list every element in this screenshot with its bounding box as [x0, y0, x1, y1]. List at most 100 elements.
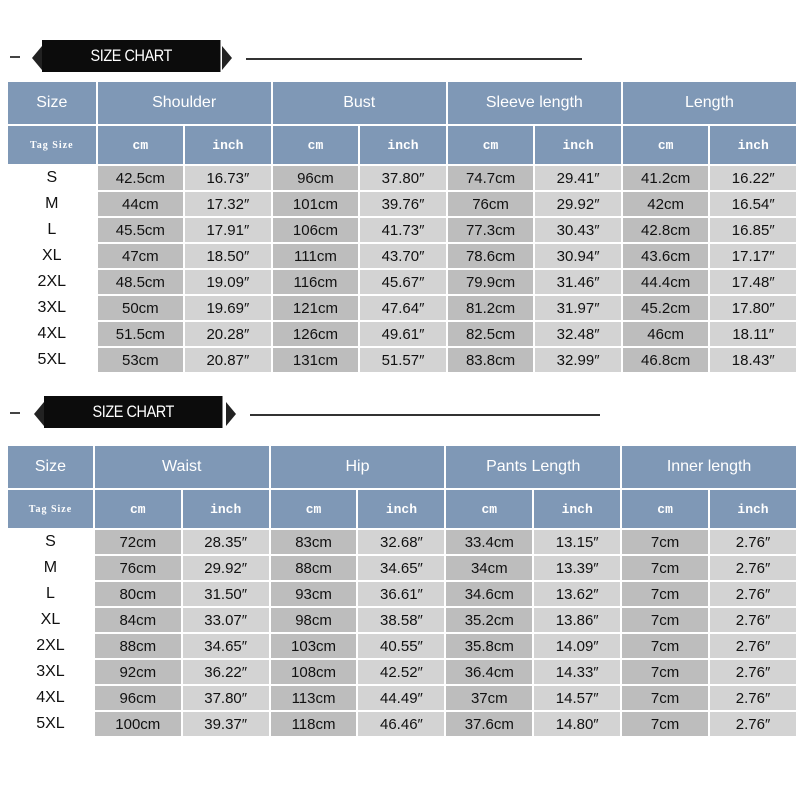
size-label-cell: L [8, 218, 96, 242]
inch-value-cell: 18.50″ [185, 244, 271, 268]
table-row: 3XL 92cm 36.22″ 108cm 42.52″ 36.4cm 14.33″ 7cm 2… [8, 660, 796, 684]
cm-value-cell: 7cm [622, 608, 709, 632]
inch-value-cell: 29.92″ [182, 556, 269, 580]
cm-value-cell: 37cm [446, 686, 533, 710]
inch-value-cell: 2.76″ [710, 556, 796, 580]
column-header-shoulder: Shoulder [97, 82, 271, 124]
cm-value-cell: 48.5cm [97, 270, 184, 294]
unit-inch: inch [185, 126, 271, 164]
inch-value-cell: 14.80″ [534, 712, 621, 736]
size-table-bottoms: Size Waist Hip Pants Length Inner length… [6, 444, 798, 738]
cm-value-cell: 45.2cm [622, 296, 709, 320]
inch-value-cell: 16.73″ [185, 166, 271, 190]
banner-right-ribbon [222, 46, 232, 70]
inch-value-cell: 45.67″ [360, 270, 446, 294]
inch-value-cell: 2.76″ [710, 608, 796, 632]
cm-value-cell: 103cm [270, 634, 357, 658]
size-label-cell: 2XL [8, 634, 93, 658]
column-header-size: Size [8, 82, 96, 124]
table-row: S 42.5cm 16.73″ 96cm 37.80″ 74.7cm 29.41″ 41.2c… [8, 166, 796, 190]
cm-value-cell: 83cm [270, 530, 357, 554]
inch-value-cell: 14.33″ [534, 660, 621, 684]
size-table-tops: Size Shoulder Bust Sleeve length Length … [6, 80, 798, 374]
inch-value-cell: 17.80″ [710, 296, 796, 320]
inch-value-cell: 13.62″ [534, 582, 621, 606]
inch-value-cell: 36.22″ [182, 660, 269, 684]
table-header-row: Size Shoulder Bust Sleeve length Length [8, 82, 796, 124]
column-header-inner-length: Inner length [622, 446, 796, 488]
cm-value-cell: 46cm [622, 322, 709, 346]
inch-value-cell: 33.07″ [182, 608, 269, 632]
cm-value-cell: 106cm [272, 218, 359, 242]
cm-value-cell: 42.8cm [622, 218, 709, 242]
size-chart-title-row: SIZE CHART [0, 36, 800, 80]
inch-value-cell: 18.43″ [710, 348, 796, 372]
table-row: 5XL 100cm 39.37″ 118cm 46.46″ 37.6cm 14.80″ 7cm… [8, 712, 796, 736]
inch-value-cell: 32.99″ [535, 348, 621, 372]
table-row: 4XL 96cm 37.80″ 113cm 44.49″ 37cm 14.57″ 7cm 2.7… [8, 686, 796, 710]
table-row: M 44cm 17.32″ 101cm 39.76″ 76cm 29.92″ 42cm 16.5… [8, 192, 796, 216]
cm-value-cell: 7cm [622, 712, 709, 736]
inch-value-cell: 20.87″ [185, 348, 271, 372]
inch-value-cell: 44.49″ [358, 686, 445, 710]
cm-value-cell: 41.2cm [622, 166, 709, 190]
unit-tag-size: Tag Size [8, 490, 93, 528]
cm-value-cell: 36.4cm [446, 660, 533, 684]
table-row: L 80cm 31.50″ 93cm 36.61″ 34.6cm 13.62″ 7cm 2.76… [8, 582, 796, 606]
size-chart-section-tops: SIZE CHART Size Shoulder Bust Sleeve len… [0, 36, 800, 372]
cm-value-cell: 50cm [97, 296, 184, 320]
title-dash [10, 412, 20, 414]
inch-value-cell: 30.94″ [535, 244, 621, 268]
cm-value-cell: 116cm [272, 270, 359, 294]
inch-value-cell: 39.76″ [360, 192, 446, 216]
inch-value-cell: 2.76″ [710, 582, 796, 606]
size-chart-banner: SIZE CHART [44, 396, 223, 428]
cm-value-cell: 46.8cm [622, 348, 709, 372]
inch-value-cell: 13.86″ [534, 608, 621, 632]
size-label-cell: 4XL [8, 322, 96, 346]
inch-value-cell: 37.80″ [182, 686, 269, 710]
inch-value-cell: 28.35″ [182, 530, 269, 554]
inch-value-cell: 16.22″ [710, 166, 796, 190]
cm-value-cell: 76cm [447, 192, 534, 216]
inch-value-cell: 16.85″ [710, 218, 796, 242]
inch-value-cell: 51.57″ [360, 348, 446, 372]
column-header-bust: Bust [272, 82, 446, 124]
table-row: 5XL 53cm 20.87″ 131cm 51.57″ 83.8cm 32.99″ 46.8… [8, 348, 796, 372]
inch-value-cell: 38.58″ [358, 608, 445, 632]
inch-value-cell: 18.11″ [710, 322, 796, 346]
size-label-cell: 5XL [8, 348, 96, 372]
inch-value-cell: 36.61″ [358, 582, 445, 606]
inch-value-cell: 49.61″ [360, 322, 446, 346]
cm-value-cell: 84cm [94, 608, 181, 632]
cm-value-cell: 100cm [94, 712, 181, 736]
table-header-row: Size Waist Hip Pants Length Inner length [8, 446, 796, 488]
cm-value-cell: 45.5cm [97, 218, 184, 242]
cm-value-cell: 7cm [622, 686, 709, 710]
inch-value-cell: 17.17″ [710, 244, 796, 268]
inch-value-cell: 14.57″ [534, 686, 621, 710]
cm-value-cell: 80cm [94, 582, 181, 606]
cm-value-cell: 74.7cm [447, 166, 534, 190]
unit-inch: inch [710, 490, 796, 528]
unit-inch: inch [534, 490, 621, 528]
cm-value-cell: 121cm [272, 296, 359, 320]
inch-value-cell: 39.37″ [182, 712, 269, 736]
title-dash [10, 56, 20, 58]
inch-value-cell: 43.70″ [360, 244, 446, 268]
unit-row: Tag Size cm inch cm inch cm inch cm inch [8, 490, 796, 528]
size-rows: S 42.5cm 16.73″ 96cm 37.80″ 74.7cm 29.41″ 41.2c… [8, 166, 796, 372]
unit-tag-size: Tag Size [8, 126, 96, 164]
table-row: XL 84cm 33.07″ 98cm 38.58″ 35.2cm 13.86″ 7cm 2.7… [8, 608, 796, 632]
cm-value-cell: 44.4cm [622, 270, 709, 294]
table-row: L 45.5cm 17.91″ 106cm 41.73″ 77.3cm 30.43″ 42.8… [8, 218, 796, 242]
cm-value-cell: 131cm [272, 348, 359, 372]
inch-value-cell: 47.64″ [360, 296, 446, 320]
cm-value-cell: 53cm [97, 348, 184, 372]
cm-value-cell: 96cm [272, 166, 359, 190]
inch-value-cell: 46.46″ [358, 712, 445, 736]
unit-cm: cm [622, 490, 709, 528]
cm-value-cell: 108cm [270, 660, 357, 684]
unit-cm: cm [622, 126, 709, 164]
cm-value-cell: 98cm [270, 608, 357, 632]
